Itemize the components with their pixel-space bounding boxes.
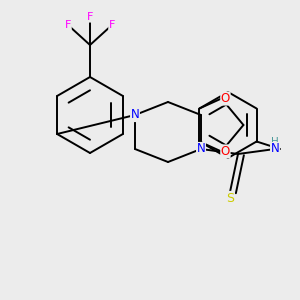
Text: F: F [65, 20, 71, 30]
Text: F: F [109, 20, 115, 30]
Text: N: N [130, 109, 140, 122]
Text: N: N [196, 142, 206, 155]
Text: O: O [221, 92, 230, 105]
Text: H: H [271, 137, 279, 147]
Text: F: F [87, 12, 93, 22]
Text: O: O [221, 145, 230, 158]
Text: S: S [226, 191, 234, 205]
Text: N: N [271, 142, 279, 155]
